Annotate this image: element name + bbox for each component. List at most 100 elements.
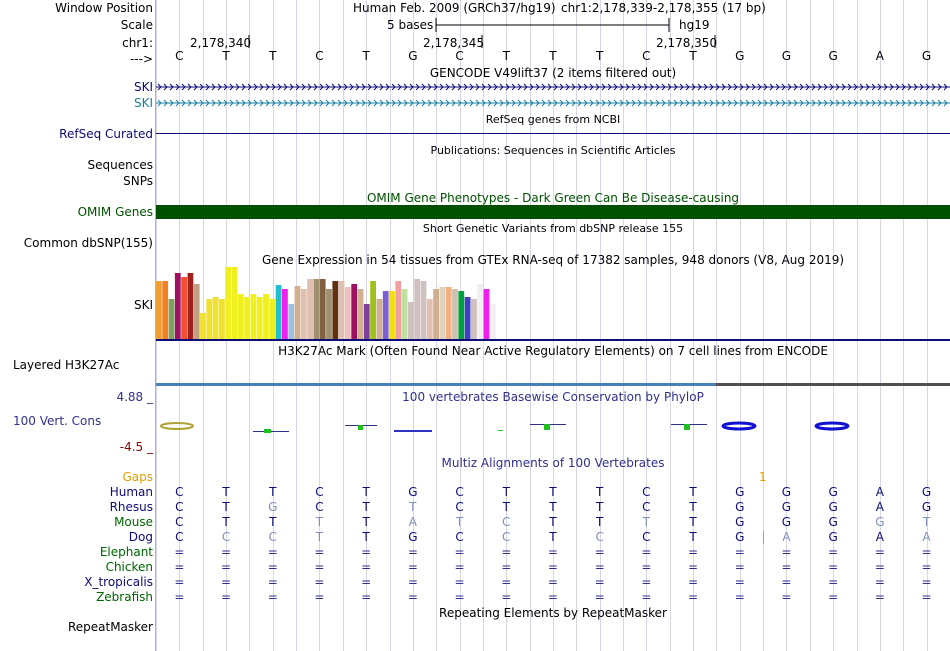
refseq-feature-line[interactable] bbox=[156, 133, 950, 134]
gtex-bar[interactable] bbox=[445, 287, 452, 339]
gtex-bar[interactable] bbox=[420, 281, 427, 339]
gtex-bar[interactable] bbox=[250, 294, 257, 339]
snps-track-label[interactable]: SNPs bbox=[123, 174, 153, 188]
gtex-bar[interactable] bbox=[187, 273, 194, 339]
gtex-bar[interactable] bbox=[313, 279, 320, 339]
omim-track-label[interactable]: OMIM Genes bbox=[77, 205, 153, 219]
gtex-bar[interactable] bbox=[162, 281, 169, 339]
alignment-base: G bbox=[828, 485, 838, 499]
gtex-bar[interactable] bbox=[244, 297, 250, 339]
gtex-bar[interactable] bbox=[288, 304, 295, 339]
gencode-strand-chevron bbox=[907, 99, 912, 107]
gtex-bar[interactable] bbox=[168, 299, 175, 339]
gtex-bar[interactable] bbox=[426, 299, 433, 339]
alignment-base: T bbox=[362, 515, 370, 529]
gencode-strand-chevron bbox=[175, 83, 180, 91]
cons-max-label: 4.88 _ bbox=[116, 390, 153, 404]
gtex-bar[interactable] bbox=[269, 299, 276, 339]
gtex-bar[interactable] bbox=[332, 281, 339, 339]
alignment-base: T bbox=[269, 515, 277, 529]
gtex-bar[interactable] bbox=[439, 287, 446, 339]
gtex-bar[interactable] bbox=[231, 267, 238, 339]
publications-track-label[interactable]: Sequences bbox=[87, 158, 153, 172]
gtex-bar[interactable] bbox=[307, 279, 313, 339]
dbsnp-track-label[interactable]: Common dbSNP(155) bbox=[23, 236, 153, 250]
gtex-bar[interactable] bbox=[414, 279, 421, 339]
gtex-bar[interactable] bbox=[263, 294, 269, 339]
gtex-bar[interactable] bbox=[452, 289, 458, 339]
gtex-bar[interactable] bbox=[489, 304, 496, 339]
gencode-features[interactable] bbox=[156, 80, 950, 108]
gencode-item-label-2[interactable]: SKI bbox=[133, 96, 153, 110]
gtex-bar[interactable] bbox=[193, 284, 200, 339]
gtex-bar[interactable] bbox=[401, 289, 408, 339]
refseq-track-label[interactable]: RefSeq Curated bbox=[59, 127, 153, 141]
gtex-bar[interactable] bbox=[464, 297, 471, 339]
omim-feature-bar[interactable] bbox=[156, 205, 950, 219]
alignment-base: = bbox=[734, 575, 745, 589]
gencode-strand-chevron bbox=[457, 99, 462, 107]
gencode-strand-chevron bbox=[331, 83, 336, 91]
alignment-base: T bbox=[222, 485, 230, 499]
h3k27ac-signal-gray[interactable] bbox=[716, 383, 950, 386]
gtex-bar[interactable] bbox=[338, 281, 345, 339]
gtex-bar[interactable] bbox=[181, 277, 187, 339]
gencode-strand-chevron bbox=[841, 99, 846, 107]
gencode-strand-chevron bbox=[229, 83, 234, 91]
gtex-bar[interactable] bbox=[206, 299, 213, 339]
gtex-bar[interactable] bbox=[237, 294, 244, 339]
scale-label: Scale bbox=[120, 18, 153, 32]
gtex-bar[interactable] bbox=[345, 287, 351, 339]
cons-track-label[interactable]: 100 Vert. Cons bbox=[13, 414, 102, 428]
gencode-strand-chevron bbox=[523, 83, 528, 91]
gtex-bar[interactable] bbox=[389, 291, 395, 339]
gencode-item-label-1[interactable]: SKI bbox=[133, 80, 153, 94]
gtex-bar[interactable] bbox=[200, 313, 206, 339]
gtex-bar[interactable] bbox=[300, 289, 307, 339]
gencode-strand-chevron bbox=[343, 83, 348, 91]
gtex-bar[interactable] bbox=[256, 297, 263, 339]
gtex-bar[interactable] bbox=[458, 291, 465, 339]
gtex-bar-chart[interactable] bbox=[156, 267, 950, 342]
repeatmasker-track-label[interactable]: RepeatMasker bbox=[67, 620, 153, 634]
gtex-bar[interactable] bbox=[282, 289, 288, 339]
gencode-strand-chevron bbox=[283, 83, 288, 91]
gtex-bar[interactable] bbox=[219, 299, 225, 339]
gtex-bar[interactable] bbox=[433, 289, 439, 339]
alignment-base: = bbox=[921, 560, 932, 574]
gtex-bar[interactable] bbox=[156, 281, 162, 339]
gencode-strand-chevron bbox=[745, 83, 750, 91]
gtex-bar[interactable] bbox=[294, 286, 301, 339]
h3k27ac-signal-blue[interactable] bbox=[156, 383, 716, 386]
gtex-bar[interactable] bbox=[275, 285, 282, 339]
gtex-track-label[interactable]: SKI bbox=[133, 298, 153, 312]
gtex-bar[interactable] bbox=[326, 289, 332, 339]
gtex-bar[interactable] bbox=[357, 289, 364, 339]
gtex-bar[interactable] bbox=[174, 273, 181, 339]
gtex-bar[interactable] bbox=[225, 267, 232, 339]
gtex-bar[interactable] bbox=[483, 289, 490, 339]
gencode-strand-chevron bbox=[319, 99, 324, 107]
gtex-bar[interactable] bbox=[370, 281, 376, 339]
gencode-strand-chevron bbox=[841, 83, 846, 91]
gtex-bar[interactable] bbox=[212, 297, 219, 339]
gtex-bar[interactable] bbox=[471, 299, 477, 339]
gtex-bar[interactable] bbox=[351, 284, 358, 339]
gencode-strand-chevron bbox=[823, 83, 828, 91]
gencode-strand-chevron bbox=[607, 99, 612, 107]
cons-logo[interactable] bbox=[156, 418, 950, 438]
gencode-strand-chevron bbox=[829, 99, 834, 107]
gtex-bar[interactable] bbox=[408, 302, 414, 339]
alignment-base: = bbox=[594, 590, 605, 604]
gtex-bar[interactable] bbox=[382, 291, 389, 339]
gtex-bar[interactable] bbox=[477, 284, 484, 339]
gtex-bar[interactable] bbox=[376, 299, 383, 339]
gtex-bar[interactable] bbox=[319, 279, 326, 339]
gencode-strand-chevron bbox=[889, 99, 894, 107]
alignment-base: = bbox=[921, 575, 932, 589]
h3k27ac-track-label[interactable]: Layered H3K27Ac bbox=[13, 358, 120, 372]
gtex-bar[interactable] bbox=[395, 281, 402, 339]
alignment-base: A bbox=[875, 530, 884, 544]
gtex-bar[interactable] bbox=[363, 304, 370, 339]
